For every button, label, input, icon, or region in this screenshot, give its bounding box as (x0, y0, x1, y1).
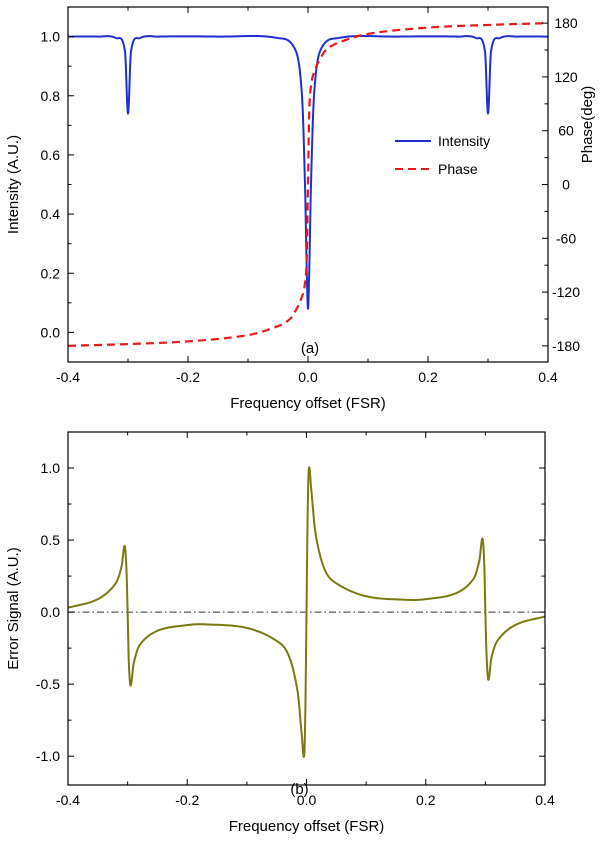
x-tick-label: 0.0 (297, 792, 317, 808)
legend-label-intensity: Intensity (438, 133, 490, 149)
y-tick-label: 0.2 (41, 265, 61, 281)
panel-label: (b) (290, 781, 308, 798)
x-tick-label: 0.0 (298, 369, 318, 385)
x-tick-label: 0.2 (416, 792, 436, 808)
x-axis-title: Frequency offset (FSR) (230, 395, 386, 412)
legend: Intensity Phase (395, 133, 490, 177)
y-axis-title: Intensity (A.U.) (5, 135, 22, 234)
x-tick-label: -0.2 (176, 369, 200, 385)
series-group (68, 466, 545, 758)
series-line-phase (68, 22, 548, 347)
y2-tick-label: -120 (552, 284, 580, 300)
y2-tick-label: 120 (554, 69, 578, 85)
chart-panel-a: -0.4 -0.2 0.0 0.2 0.4 0.0 0.2 0.4 0.6 0.8 1.0 -180 -… (5, 6, 596, 412)
y-tick-label: 0.6 (41, 147, 61, 163)
x-tick-label: 0.4 (538, 369, 558, 385)
series-line-intensity (68, 34, 548, 310)
y-tick-label: 1.0 (41, 460, 61, 476)
x-tick-label: 0.2 (418, 369, 438, 385)
series-group (68, 22, 548, 347)
y-tick-label: 1.0 (41, 29, 61, 45)
x-tick-label: -0.4 (56, 792, 80, 808)
y2-tick-label: 60 (558, 123, 574, 139)
y-tick-label: -0.5 (36, 676, 60, 692)
y-tick-label: 0.0 (41, 324, 61, 340)
y2-tick-label: -60 (556, 230, 576, 246)
y-tick-label: 0.0 (41, 604, 61, 620)
y2-tick-label: 180 (554, 15, 578, 31)
y-tick-label: 0.4 (41, 206, 61, 222)
x-axis-title: Frequency offset (FSR) (229, 818, 385, 835)
x-tick-label: 0.4 (535, 792, 555, 808)
y-axis-title: Error Signal (A.U.) (5, 547, 22, 670)
y2-axis-title: Phase(deg) (579, 86, 596, 164)
x-tick-label: -0.4 (56, 369, 80, 385)
x-tick-label: -0.2 (175, 792, 199, 808)
panel-label: (a) (301, 340, 319, 357)
y-tick-label: -1.0 (36, 748, 60, 764)
y2-tick-label: -180 (552, 338, 580, 354)
legend-label-phase: Phase (438, 161, 478, 177)
chart-panel-b: -0.4 -0.2 0.0 0.2 0.4 -1.0 -0.5 0.0 0.5 1.0 Freque… (5, 431, 555, 835)
y-tick-label: 0.8 (41, 88, 61, 104)
series-line-error-signal (68, 466, 545, 758)
y-tick-label: 0.5 (41, 532, 61, 548)
y2-tick-label: 0 (562, 177, 570, 193)
